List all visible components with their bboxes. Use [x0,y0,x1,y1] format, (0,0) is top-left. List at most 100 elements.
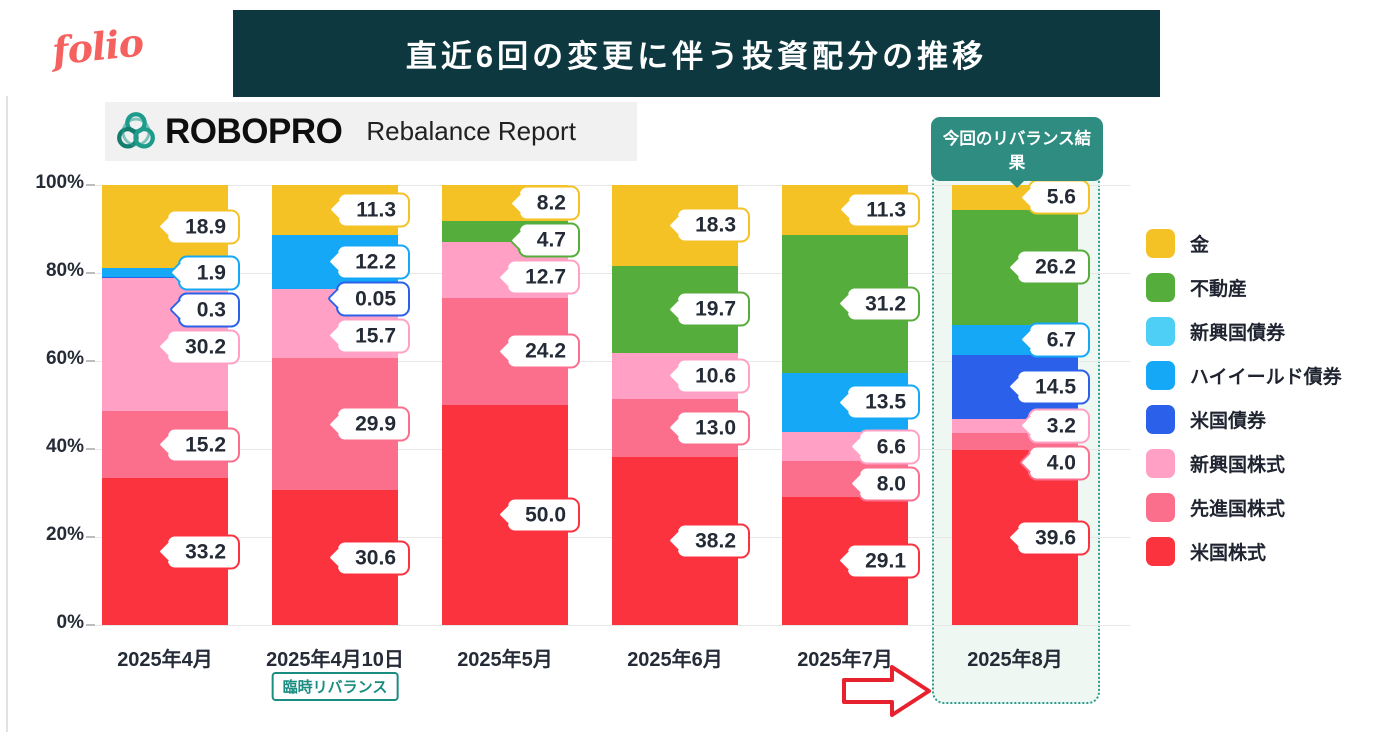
legend-item: 新興国株式 [1146,449,1342,478]
legend-label: 金 [1190,235,1210,256]
value-label-不動産: 19.7 [676,291,750,327]
page-edge-line [6,96,8,732]
bar-segment-米国債券 [102,276,228,279]
y-axis-label: 60% [45,348,84,369]
folio-logo: folio [49,19,146,74]
value-label-金: 5.6 [1027,179,1090,215]
ad-hoc-rebalance-badge: 臨時リバランス [271,672,399,701]
legend-item: 米国債券 [1146,405,1342,434]
axis-tick [86,624,95,626]
value-label-金: 8.2 [517,185,580,221]
legend-item: 金 [1146,229,1342,258]
value-label-金: 11.3 [337,192,410,228]
value-label-米国株式: 50.0 [506,497,580,533]
value-label-金: 11.3 [847,192,920,228]
value-label-新興国株式: 6.6 [857,429,920,465]
value-label-ハイイールド債券: 1.9 [177,255,240,291]
legend-swatch-米国債券 [1146,405,1175,434]
report-header: ROBOPRO Rebalance Report [105,102,637,161]
value-label-不動産: 4.7 [517,222,580,258]
legend-label: 新興国株式 [1190,455,1286,476]
value-label-米国株式: 38.2 [676,523,750,559]
gridline [95,625,1130,626]
y-axis-label: 0% [56,612,84,633]
value-label-新興国株式: 3.2 [1027,408,1090,444]
brand-name: ROBOPRO [165,111,343,151]
legend-swatch-米国株式 [1146,537,1175,566]
x-axis-label: 2025年5月 [457,649,553,671]
axis-tick [86,272,95,274]
value-label-新興国株式: 30.2 [166,329,240,365]
axis-tick [86,360,95,362]
x-axis-label: 2025年4月 [117,649,213,671]
legend-item: 新興国債券 [1146,317,1342,346]
value-label-金: 18.9 [166,209,240,245]
value-label-米国株式: 30.6 [336,540,410,575]
title-banner: 直近6回の変更に伴う投資配分の推移 [233,10,1160,97]
value-label-ハイイールド債券: 12.2 [336,244,410,280]
bar-column: 11.3 12.2 0.05 15.7 29.9 30.6 [272,185,410,625]
x-axis-label: 2025年6月 [627,649,723,671]
y-axis-label: 80% [45,260,84,281]
legend-swatch-新興国株式 [1146,449,1175,478]
value-label-先進国株式: 29.9 [336,406,410,442]
legend-swatch-金 [1146,229,1175,258]
value-label-先進国株式: 4.0 [1027,445,1090,481]
bar-column: 18.3 19.7 10.6 13.0 38.2 [612,185,750,625]
chart-plot-area: 18.9 1.9 0.3 30.2 15.2 33.2 11.3 12.2 0.05 15.7 29… [95,179,1130,626]
robopro-knot-icon [117,111,155,149]
legend-label: 米国株式 [1190,543,1267,564]
value-label-金: 18.3 [676,207,750,243]
chart-legend: 金不動産新興国債券ハイイールド債券 米国債券新興国株式先進国株式米国株式 [1146,229,1342,581]
y-axis-label: 100% [35,172,84,193]
x-axis-label: 2025年4月10日 [266,649,404,671]
value-label-先進国株式: 8.0 [857,466,920,502]
value-label-不動産: 26.2 [1016,249,1090,285]
bar-segment-ハイイールド債券 [102,268,228,277]
value-label-不動産: 31.2 [846,286,920,322]
value-label-新興国株式: 15.7 [336,318,410,354]
value-label-新興国株式: 10.6 [676,358,750,394]
value-label-先進国株式: 24.2 [506,333,580,369]
value-label-ハイイールド債券: 13.5 [846,384,920,420]
legend-item: 不動産 [1146,273,1342,302]
axis-tick [86,448,95,450]
value-label-米国株式: 29.1 [846,543,920,579]
legend-label: 先進国株式 [1190,499,1286,520]
axis-tick [86,184,95,186]
y-axis-label: 40% [45,436,84,457]
page-title: 直近6回の変更に伴う投資配分の推移 [405,39,988,74]
value-label-先進国株式: 13.0 [676,410,750,446]
legend-swatch-不動産 [1146,273,1175,302]
bar-column: 18.9 1.9 0.3 30.2 15.2 33.2 [102,185,240,625]
legend-label: ハイイールド債券 [1190,367,1342,388]
value-label-米国債券: 0.3 [177,292,240,328]
x-axis-label: 2025年7月 [797,649,893,671]
legend-swatch-新興国債券 [1146,317,1175,346]
bar-column: 8.2 4.7 12.7 24.2 50.0 [442,185,580,625]
report-subtitle: Rebalance Report [366,116,576,146]
red-arrow-icon [842,665,931,717]
value-label-新興国株式: 12.7 [506,259,580,295]
axis-tick [86,536,95,538]
current-rebalance-callout: 今回のリバランス結果 [931,117,1103,181]
value-label-米国債券: 0.05 [336,281,410,317]
bar-column: 5.6 26.2 6.7 14.5 3.2 4.0 39.6 [952,179,1090,625]
value-label-ハイイールド債券: 6.7 [1027,322,1090,358]
legend-label: 米国債券 [1190,411,1267,432]
value-label-米国株式: 39.6 [1016,520,1090,556]
value-label-米国債券: 14.5 [1016,369,1090,405]
bar-column: 11.3 31.2 13.5 6.6 8.0 29.1 [782,185,920,625]
legend-label: 新興国債券 [1190,323,1286,344]
legend-swatch-ハイイールド債券 [1146,361,1175,390]
legend-item: 米国株式 [1146,537,1342,566]
value-label-米国株式: 33.2 [166,534,240,570]
legend-item: ハイイールド債券 [1146,361,1342,390]
legend-swatch-先進国株式 [1146,493,1175,522]
legend-item: 先進国株式 [1146,493,1342,522]
x-axis-label: 2025年8月 [967,649,1063,671]
legend-label: 不動産 [1190,279,1248,300]
y-axis-label: 20% [45,524,84,545]
value-label-先進国株式: 15.2 [166,427,240,463]
